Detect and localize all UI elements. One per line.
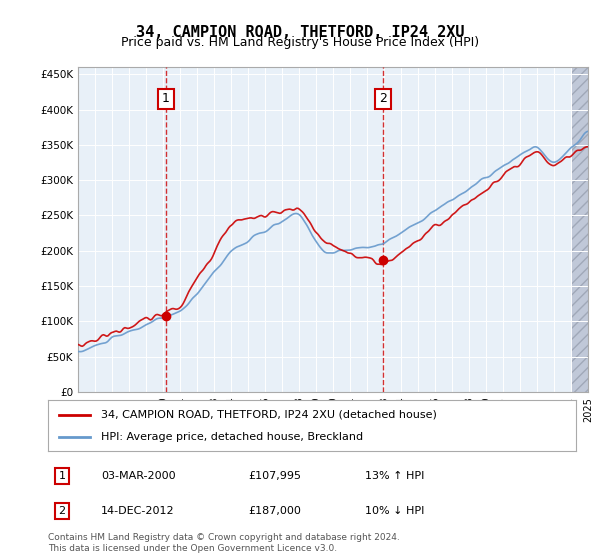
Text: 14-DEC-2012: 14-DEC-2012 [101,506,175,516]
Text: 1: 1 [59,471,65,481]
Text: Contains HM Land Registry data © Crown copyright and database right 2024.
This d: Contains HM Land Registry data © Crown c… [48,533,400,553]
Text: £187,000: £187,000 [248,506,302,516]
Text: 34, CAMPION ROAD, THETFORD, IP24 2XU: 34, CAMPION ROAD, THETFORD, IP24 2XU [136,25,464,40]
Text: Price paid vs. HM Land Registry's House Price Index (HPI): Price paid vs. HM Land Registry's House … [121,36,479,49]
Text: 2: 2 [379,92,387,105]
Text: 13% ↑ HPI: 13% ↑ HPI [365,471,424,481]
Text: 34, CAMPION ROAD, THETFORD, IP24 2XU (detached house): 34, CAMPION ROAD, THETFORD, IP24 2XU (de… [101,409,437,419]
Text: HPI: Average price, detached house, Breckland: HPI: Average price, detached house, Brec… [101,432,363,442]
Text: 03-MAR-2000: 03-MAR-2000 [101,471,175,481]
Text: 2: 2 [59,506,65,516]
Text: £107,995: £107,995 [248,471,302,481]
Text: 10% ↓ HPI: 10% ↓ HPI [365,506,424,516]
Bar [571,67,588,392]
Bar [571,67,588,392]
Text: 1: 1 [162,92,170,105]
